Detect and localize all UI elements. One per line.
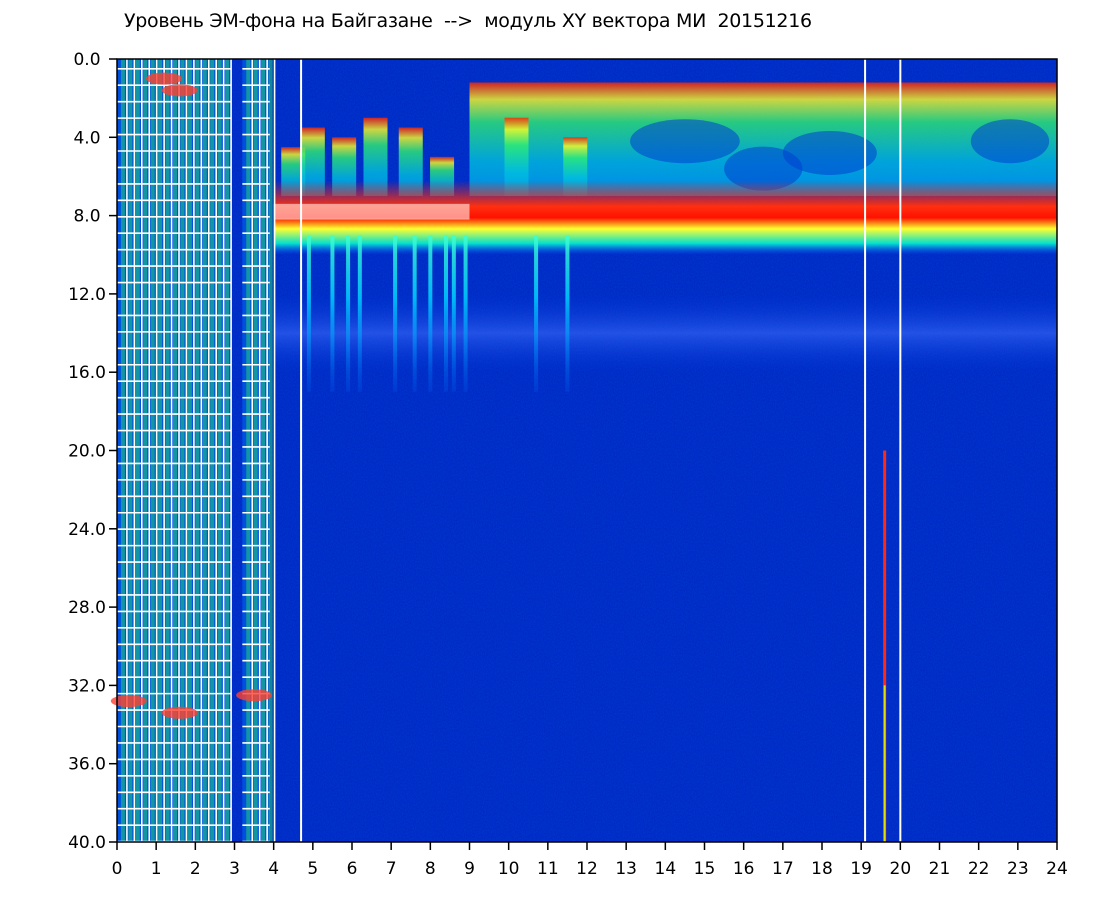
x-tick-label: 8	[425, 859, 436, 879]
y-tick-label: 32.0	[68, 676, 106, 696]
x-tick-label: 11	[537, 859, 559, 879]
x-tick-label: 17	[772, 859, 794, 879]
x-tick-label: 7	[386, 859, 397, 879]
x-tick-label: 20	[890, 859, 912, 879]
x-tick-label: 14	[655, 859, 677, 879]
hot-spot	[236, 689, 273, 702]
dense-column	[143, 59, 148, 842]
y-tick-label: 36.0	[68, 755, 106, 775]
x-tick-label: 9	[464, 859, 475, 879]
y-tick-label: 16.0	[68, 363, 106, 383]
hot-spot	[110, 695, 147, 708]
x-tick-label: 16	[733, 859, 755, 879]
dense-column	[246, 59, 251, 842]
dense-column	[261, 59, 266, 842]
x-tick-label: 3	[229, 859, 240, 879]
dense-column	[268, 59, 273, 842]
x-tick-label: 0	[112, 859, 123, 879]
vertical-streak	[463, 235, 468, 392]
vertical-streak	[346, 235, 351, 392]
y-tick-label: 40.0	[68, 833, 106, 853]
dense-column	[195, 59, 200, 842]
vertical-streak	[428, 235, 433, 392]
x-tick-label: 21	[929, 859, 951, 879]
dense-column	[135, 59, 140, 842]
vertical-streak	[357, 235, 362, 392]
vertical-streak	[534, 235, 539, 392]
vertical-streak	[306, 235, 311, 392]
dense-column	[180, 59, 185, 842]
x-tick-label: 19	[850, 859, 872, 879]
x-tick-label: 6	[347, 859, 358, 879]
x-tick-label: 22	[968, 859, 990, 879]
dense-column	[120, 59, 125, 842]
vertical-streak	[393, 235, 398, 392]
dense-column	[225, 59, 230, 842]
upper-quiet-patch	[630, 119, 740, 164]
hot-spot	[161, 84, 198, 97]
x-tick-label: 10	[498, 859, 520, 879]
dense-column	[210, 59, 215, 842]
dense-column	[150, 59, 155, 842]
dense-column	[158, 59, 163, 842]
y-tick-label: 4.0	[73, 128, 100, 148]
y-tick-label: 24.0	[68, 520, 106, 540]
x-tick-label: 15	[694, 859, 716, 879]
vertical-streak	[565, 235, 570, 392]
y-tick-label: 12.0	[68, 285, 106, 305]
x-tick-label: 5	[307, 859, 318, 879]
dense-column	[253, 59, 258, 842]
chart-title: Уровень ЭМ-фона на Байгазане --> модуль …	[124, 10, 812, 32]
upper-quiet-patch	[724, 146, 803, 191]
dense-column	[202, 59, 207, 842]
spectrogram-features	[110, 59, 1058, 843]
dense-column	[187, 59, 192, 842]
x-tick-label: 4	[268, 859, 279, 879]
band-saturation	[273, 203, 470, 220]
vertical-streak	[330, 235, 335, 392]
vertical-streak	[412, 235, 417, 392]
hot-spot	[146, 72, 182, 85]
dense-column	[128, 59, 133, 842]
y-tick-label: 28.0	[68, 598, 106, 618]
x-tick-label: 13	[615, 859, 637, 879]
dense-column	[165, 59, 170, 842]
secondary-band	[273, 293, 1058, 373]
x-tick-label: 1	[151, 859, 162, 879]
x-tick-label: 18	[811, 859, 833, 879]
chart-axes: 0.0 4.0 8.0 12.0 16.0 20.0 24.0 28.0 32.0 36.0 40.…	[68, 50, 1068, 879]
hot-spot	[161, 706, 198, 719]
x-tick-label: 24	[1046, 859, 1068, 879]
y-tick-label: 8.0	[73, 207, 100, 227]
x-tick-label: 23	[1007, 859, 1029, 879]
y-tick-label: 20.0	[68, 442, 106, 462]
vertical-streak	[444, 235, 448, 392]
dense-column	[173, 59, 178, 842]
upper-quiet-patch	[970, 119, 1050, 164]
vertical-streak	[451, 235, 456, 392]
dense-column	[217, 59, 222, 842]
upper-quiet-patch	[782, 130, 877, 175]
x-tick-label: 2	[190, 859, 201, 879]
x-tick-label: 12	[576, 859, 598, 879]
y-tick-label: 0.0	[73, 50, 100, 70]
